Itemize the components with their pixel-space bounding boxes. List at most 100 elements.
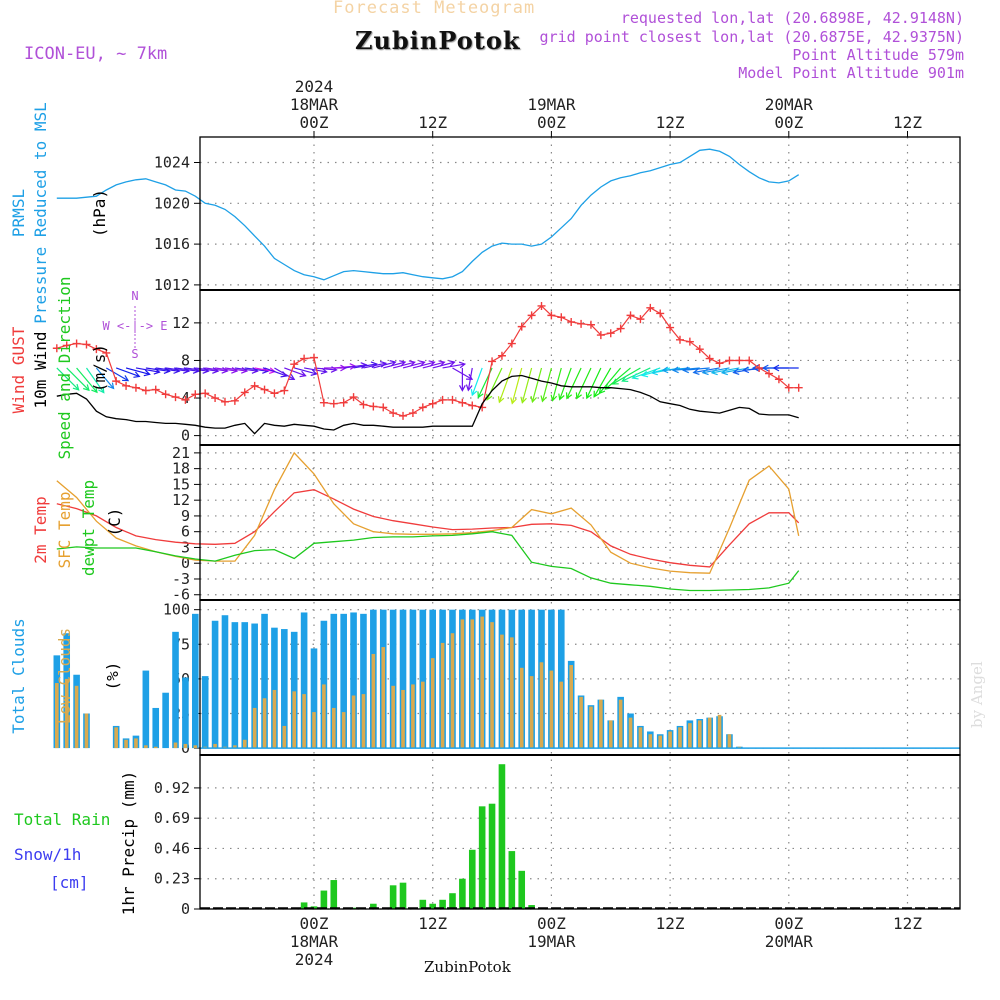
low-cloud-bar [64,678,69,749]
gust-marker [191,390,200,399]
gust-marker [527,311,536,320]
total-rain-label: Total Rain [14,810,110,829]
cloud-unit-label: (%) [103,662,122,691]
panel-frame [199,754,961,910]
gust-marker [567,317,576,326]
y-tick-label: 12 [172,491,190,509]
total-cloud-bar [211,620,219,749]
gust-line [56,305,799,417]
wind-arrow-head [692,368,700,376]
wind-arrow-shaft [673,367,700,371]
total-cloud-bar [557,609,565,749]
total-cloud-bar [172,631,179,749]
wind-arrow-shaft [541,367,552,402]
wind-direction-arrow [520,367,533,404]
gust-marker [774,375,783,384]
model-label: ICON-EU, ~ 7km [24,44,168,64]
bottom-time-tick: 00Z [774,914,803,933]
bottom-year-tick: 2024 [295,950,334,969]
low-cloud-bar [292,691,297,749]
low-cloud-bar [312,712,316,749]
rain-bar [389,885,397,909]
bottom-time-tick: 12Z [893,914,922,933]
low-cloud-bar [55,683,59,749]
wind-arrow-shaft [471,367,483,396]
wind-arrow-shaft [702,367,730,374]
pressure-reduced-label: Pressure Reduced to MSL [31,102,50,324]
gust-marker [240,388,249,397]
gust-marker [794,383,803,392]
low-cloud-bar [252,707,257,749]
wind-direction-arrow [432,360,456,369]
low-cloud-bar [381,647,386,749]
temp2m-line [56,489,800,568]
wind-arrow-shaft [521,367,533,403]
gust-label: Wind GUST [9,326,28,413]
low-cloud-bar [440,642,445,749]
wind-arrow-shaft [559,367,572,400]
low-cloud-bar [421,681,425,749]
low-cloud-bar [500,634,504,749]
low-cloud-bar [549,670,554,749]
compass-n-label: N [131,289,138,303]
wind-arrow-head [520,396,527,404]
top-date-tick: 20MAR [765,95,814,114]
low-cloud-bar [727,734,732,749]
wind-arrow-head [83,384,90,392]
low-cloud-bar [391,685,395,749]
closest-location: grid point closest lon,lat (20.6875E, 42… [539,28,964,46]
wind-direction-arrow [343,362,368,369]
wind-direction-arrow [412,360,436,369]
wind-direction-arrow [565,367,582,400]
wind-direction-arrow [274,367,296,381]
wind-arrow-shaft [593,367,612,398]
wind-arrow-head [72,383,80,391]
low-cloud-bar [618,699,623,749]
y-tick-label: 1020 [154,194,190,212]
bottom-date-tick: 18MAR [290,932,339,951]
wind-arrow-shaft [205,367,228,372]
wind-arrow-shaft [115,367,140,377]
gust-marker [557,313,566,322]
low-cloud-bar [213,743,217,749]
low-clouds-label: Low Clouds [55,628,74,724]
wind-arrow-head [408,360,416,367]
wind-arrow-shaft [598,367,622,394]
gust-marker [300,354,309,363]
wind-direction-arrow [593,367,612,398]
wind-arrow-head [107,382,115,390]
low-cloud-bar [559,681,564,749]
wind-arrow-shaft [313,367,337,371]
wind-arrow-head [650,368,658,376]
y-tick-label: 0 [181,900,190,918]
wind-direction-arrow [470,367,483,397]
top-time-tick: 00Z [537,113,566,132]
top-time-tick: 12Z [893,113,922,132]
gust-marker [62,341,71,350]
gust-marker [122,381,131,390]
wind-arrow-shaft [195,367,219,372]
gust-marker [656,309,665,318]
wind-direction-arrow [465,367,473,392]
low-cloud-bar [74,685,79,749]
total-cloud-bar [310,648,318,749]
wind-direction-arrow [530,367,543,404]
wind-arrow-shaft [373,361,396,369]
y-tick-label: 0.46 [154,839,190,857]
total-cloud-bar [271,627,278,749]
y-tick-label: 21 [172,444,190,462]
low-cloud-bar [460,619,465,749]
wind-direction-arrow [458,367,466,392]
wind-direction-arrow [105,367,130,382]
total-cloud-bar [281,629,288,749]
wind-direction-arrow [671,366,700,374]
wind-arrow-head [399,360,407,367]
y-tick-label: 100 [163,601,190,619]
prmsl-label: PRMSL [9,189,28,237]
wind-arrow-shaft [155,367,180,372]
low-cloud-bar [569,665,573,749]
wind-arrow-head [558,393,565,401]
wind-direction-arrow [66,367,90,392]
low-cloud-bar [490,622,494,749]
wind-arrow-shaft [185,367,209,372]
